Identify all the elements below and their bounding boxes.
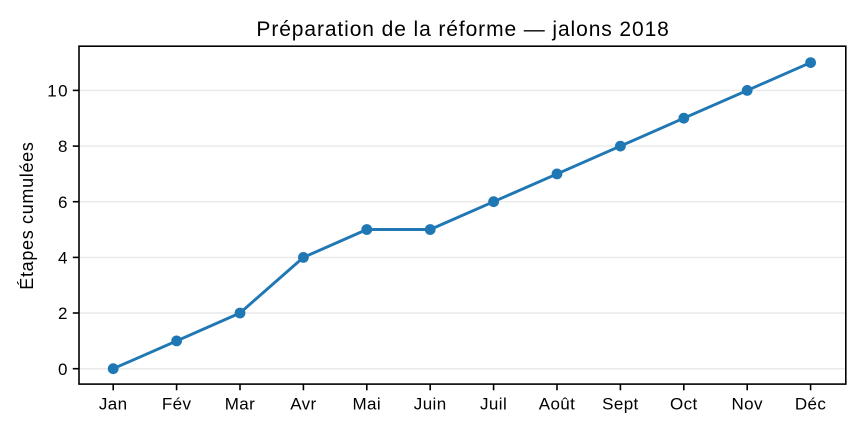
svg-text:Déc: Déc	[795, 395, 827, 414]
svg-text:Oct: Oct	[670, 395, 698, 414]
svg-text:Août: Août	[539, 395, 576, 414]
svg-text:Nov: Nov	[731, 395, 763, 414]
svg-text:Mar: Mar	[225, 395, 255, 414]
svg-text:Sept: Sept	[602, 395, 639, 414]
svg-text:Étapes cumulées: Étapes cumulées	[17, 141, 37, 289]
svg-text:10: 10	[47, 82, 69, 101]
svg-text:0: 0	[58, 360, 67, 379]
svg-text:Juil: Juil	[480, 395, 507, 414]
svg-text:Mai: Mai	[353, 395, 382, 414]
svg-text:Juin: Juin	[414, 395, 447, 414]
svg-text:4: 4	[58, 249, 67, 268]
svg-text:2: 2	[58, 304, 67, 323]
svg-text:Jan: Jan	[99, 395, 128, 414]
svg-text:Avr: Avr	[290, 395, 316, 414]
svg-text:Préparation de la réforme — ja: Préparation de la réforme — jalons 2018	[256, 18, 669, 41]
svg-text:6: 6	[58, 193, 67, 212]
svg-text:8: 8	[58, 137, 67, 156]
svg-text:Fév: Fév	[162, 395, 192, 414]
